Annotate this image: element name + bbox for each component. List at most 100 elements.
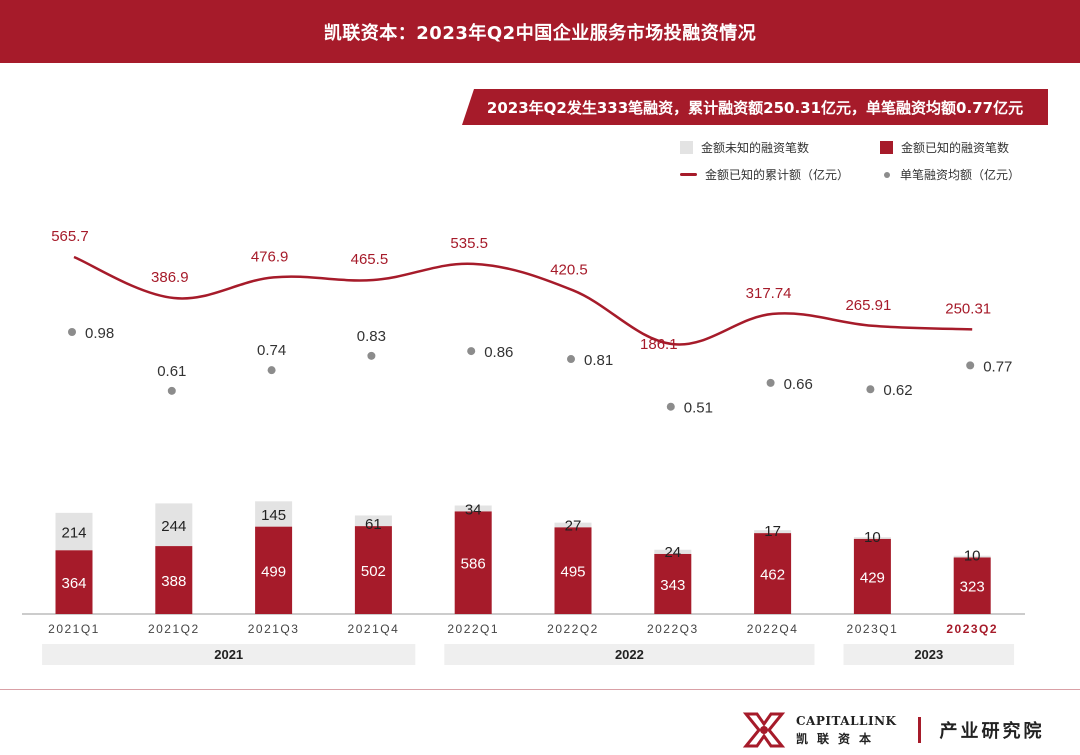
bar-known-label: 462 <box>760 567 785 584</box>
dot-avg-amount <box>367 351 376 360</box>
dot-avg-amount <box>68 328 76 336</box>
dot-label: 0.51 <box>684 400 713 417</box>
year-band-2023 <box>843 644 1015 665</box>
dot-avg-amount <box>267 366 276 375</box>
dot-label: 0.83 <box>357 328 386 345</box>
bar-known-label: 323 <box>960 579 985 596</box>
year-band-label: 2022 <box>615 647 644 662</box>
bar-unknown-2021Q2 <box>155 503 193 547</box>
line-label: 476.9 <box>251 248 289 265</box>
legend-known-label: 金额已知的融资笔数 <box>901 141 1010 155</box>
line-label: 420.5 <box>550 261 588 278</box>
bar-unknown-2021Q1 <box>55 512 93 551</box>
bar-known-label: 586 <box>461 556 486 573</box>
summary-banner: 2023年Q2发生333笔融资，累计融资额250.31亿元，单笔融资均额0.77… <box>462 89 1048 125</box>
bar-unknown-2022Q3 <box>654 549 692 554</box>
summary-text: 2023年Q2发生333笔融资，累计融资额250.31亿元，单笔融资均额0.77… <box>486 98 1024 117</box>
bar-known-label: 502 <box>361 563 386 580</box>
legend-red-swatch <box>880 141 893 154</box>
dot-label: 0.62 <box>883 382 912 399</box>
legend-avg-amount: 单笔融资均额（亿元） <box>880 166 1020 183</box>
logo-department: 产业研究院 <box>939 721 1045 742</box>
chart-legend: 金额未知的融资笔数 金额已知的融资笔数 金额已知的累计额（亿元） 单笔融资均额（… <box>680 137 1060 187</box>
legend-total-label: 金额已知的累计额（亿元） <box>705 168 850 182</box>
legend-gray-swatch <box>680 141 693 154</box>
line-label: 317.74 <box>746 285 792 302</box>
dot-avg-amount <box>966 361 975 370</box>
bar-unknown-label: 214 <box>61 525 86 542</box>
bar-unknown-label: 24 <box>664 544 681 561</box>
bar-unknown-2023Q2 <box>953 555 991 558</box>
x-tick-label: 2022Q4 <box>747 622 799 636</box>
bar-known-label: 499 <box>261 563 286 580</box>
x-tick-label: 2023Q1 <box>847 622 899 636</box>
bar-known-label: 343 <box>660 577 685 594</box>
year-band-label: 2021 <box>214 647 243 662</box>
dot-label: 0.77 <box>983 358 1012 375</box>
line-label: 250.31 <box>945 300 991 317</box>
bar-unknown-label: 10 <box>964 547 981 564</box>
logo-chinese: 凯联资本 <box>796 731 881 746</box>
year-band-label: 2023 <box>914 647 943 662</box>
bar-known-label: 429 <box>860 569 885 586</box>
legend-known-count: 金额已知的融资笔数 <box>880 139 1009 156</box>
bar-unknown-2023Q1 <box>853 537 891 539</box>
page-title: 凯联资本：2023年Q2中国企业服务市场投融资情况 <box>0 0 1080 63</box>
bar-known-2022Q3 <box>654 553 692 614</box>
dot-avg-amount <box>567 355 575 364</box>
bar-unknown-2022Q2 <box>554 522 592 528</box>
legend-unknown-label: 金额未知的融资笔数 <box>701 141 810 155</box>
chart: 364 214 388 244 499 145 502 61 586 34 495 27 343 24 46… <box>22 228 1025 665</box>
x-tick-label: 2022Q1 <box>447 622 499 636</box>
bar-known-2022Q4 <box>754 533 792 614</box>
bar-unknown-2022Q4 <box>754 530 792 534</box>
page-title-text: 凯联资本：2023年Q2中国企业服务市场投融资情况 <box>323 22 757 44</box>
bar-known-2023Q2 <box>953 557 991 614</box>
legend-known-total: 金额已知的累计额（亿元） <box>680 166 849 183</box>
logo-english: CAPITALLINK <box>796 713 897 728</box>
dot-label: 0.74 <box>257 342 286 359</box>
footer-divider <box>0 689 1080 690</box>
bar-unknown-label: 10 <box>864 529 881 546</box>
bar-known-label: 388 <box>161 573 186 590</box>
x-tick-label: 2021Q4 <box>348 622 400 636</box>
dot-avg-amount <box>766 378 775 387</box>
line-label: 186.1 <box>640 336 678 353</box>
bar-unknown-label: 61 <box>365 516 382 533</box>
bar-known-2021Q3 <box>255 526 293 614</box>
legend-avg-label: 单笔融资均额（亿元） <box>900 168 1021 182</box>
bar-unknown-label: 17 <box>764 523 781 540</box>
year-band-2022 <box>444 644 815 665</box>
dot-avg-amount <box>467 347 476 356</box>
dot-label: 0.61 <box>157 363 186 380</box>
dot-avg-amount <box>666 402 675 411</box>
bar-known-2022Q2 <box>554 527 592 614</box>
bar-unknown-label: 145 <box>261 507 286 524</box>
x-tick-label: 2021Q1 <box>48 622 100 636</box>
dot-label: 0.98 <box>85 325 114 342</box>
dot-label: 0.66 <box>784 376 813 393</box>
bar-known-2021Q2 <box>155 546 193 614</box>
line-label: 386.9 <box>151 269 189 286</box>
dot-label: 0.81 <box>584 352 613 369</box>
bar-unknown-label: 27 <box>565 517 582 534</box>
capitallink-logo: CAPITALLINK 凯联资本 产业研究院 <box>742 708 1052 752</box>
bar-known-2022Q1 <box>454 511 492 614</box>
legend-unknown-count: 金额未知的融资笔数 <box>680 139 809 156</box>
dot-avg-amount <box>866 385 875 394</box>
legend-dot-swatch <box>884 171 890 178</box>
bar-known-2021Q1 <box>55 550 93 614</box>
line-label: 265.91 <box>845 297 891 314</box>
bar-known-2021Q4 <box>354 526 392 614</box>
x-tick-label: 2021Q3 <box>248 622 300 636</box>
line-cumulative-amount <box>73 255 973 346</box>
capitallink-mark-icon <box>742 712 786 748</box>
bar-unknown-2022Q1 <box>454 505 492 512</box>
bar-unknown-2021Q4 <box>354 515 392 527</box>
line-label: 465.5 <box>351 251 389 268</box>
x-tick-label: 2022Q2 <box>547 622 599 636</box>
dot-avg-amount <box>167 386 176 395</box>
bar-known-label: 364 <box>61 575 86 592</box>
year-band-2021 <box>42 644 416 665</box>
x-tick-label: 2022Q3 <box>647 622 699 636</box>
